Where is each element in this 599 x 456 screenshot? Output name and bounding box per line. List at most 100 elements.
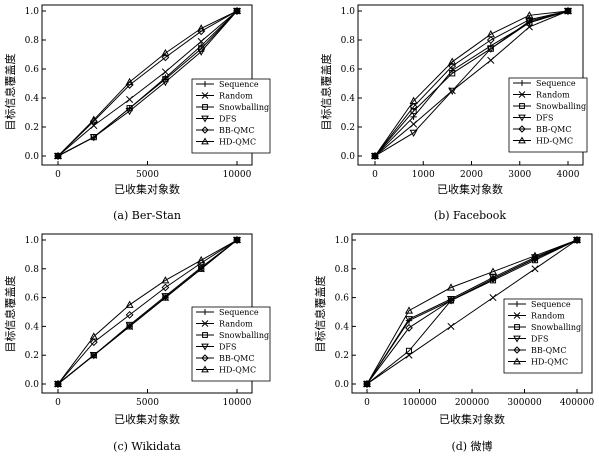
data-point bbox=[531, 265, 539, 273]
series-layer bbox=[53, 235, 242, 389]
y-tick-label: 1.0 bbox=[341, 7, 356, 17]
y-tick-label: 0.0 bbox=[25, 380, 40, 390]
data-point bbox=[448, 57, 457, 65]
y-tick-label: 0.6 bbox=[341, 65, 356, 75]
data-point bbox=[197, 264, 206, 272]
series-line bbox=[374, 10, 569, 157]
y-tick-label: 0.0 bbox=[341, 152, 356, 162]
data-point bbox=[161, 293, 170, 301]
legend-label: Random bbox=[219, 320, 253, 329]
x-tick-label: 0 bbox=[372, 170, 378, 180]
data-point bbox=[54, 152, 62, 160]
y-tick-label: 0.8 bbox=[341, 36, 356, 46]
legend-item: HD-QMC bbox=[196, 365, 256, 375]
legend-marker bbox=[201, 343, 209, 351]
legend-label: DFS bbox=[531, 335, 548, 344]
data-point bbox=[564, 7, 572, 15]
series-line bbox=[374, 10, 569, 157]
legend-label: Random bbox=[531, 312, 565, 321]
data-point bbox=[525, 11, 534, 19]
legend-marker bbox=[201, 137, 209, 145]
series-hd-qmc bbox=[362, 235, 582, 388]
series-line bbox=[374, 10, 569, 157]
data-point bbox=[53, 151, 63, 160]
data-point bbox=[125, 300, 134, 308]
legend-label: HD-QMC bbox=[536, 137, 573, 146]
legend: Sequence Random Snowballing DFS BB-QMC HD-QMC bbox=[191, 78, 271, 154]
data-point bbox=[486, 36, 495, 44]
y-tick-label: 0.2 bbox=[341, 123, 355, 133]
data-point bbox=[362, 379, 372, 388]
legend-marker bbox=[518, 91, 526, 98]
legend-label: BB-QMC bbox=[219, 354, 254, 363]
data-point bbox=[125, 321, 134, 330]
x-axis-label: 已收集对象数 bbox=[439, 412, 505, 426]
legend-marker bbox=[201, 115, 209, 123]
x-tick-label: 10000 bbox=[223, 170, 252, 180]
x-tick-label: 200000 bbox=[455, 398, 490, 408]
legend-marker bbox=[518, 114, 526, 122]
panel-c: 0.0 0.2 0.4 0.6 0.8 1.0 0 5000 10000 Sequence Ran… bbox=[3, 233, 271, 453]
series-line bbox=[57, 239, 238, 385]
series-layer bbox=[53, 6, 242, 161]
legend-item: Random bbox=[513, 91, 570, 100]
y-tick-label: 0.2 bbox=[25, 123, 39, 133]
legend-item: Snowballing bbox=[508, 323, 581, 332]
legend-marker bbox=[513, 357, 521, 365]
data-point bbox=[233, 236, 241, 244]
y-tick-label: 0.4 bbox=[341, 94, 356, 104]
data-point bbox=[197, 48, 206, 56]
x-tick-label: 100000 bbox=[402, 398, 437, 408]
panel-d: 0.0 0.2 0.4 0.6 0.8 1.0 0 100000 200000 300000 400… bbox=[313, 233, 595, 453]
legend-item: DFS bbox=[196, 115, 236, 124]
data-point bbox=[232, 235, 242, 244]
data-point bbox=[487, 56, 495, 64]
data-point bbox=[161, 283, 170, 292]
legend-marker bbox=[202, 81, 208, 87]
x-tick-label: 1000 bbox=[412, 170, 435, 180]
legend-label: Snowballing bbox=[531, 323, 581, 332]
data-point bbox=[197, 24, 206, 32]
x-tick-label: 400000 bbox=[560, 398, 595, 408]
legend: Sequence Random Snowballing DFS BB-QMC HD-QMC bbox=[503, 298, 583, 374]
legend-label: Sequence bbox=[531, 300, 571, 309]
legend-marker bbox=[514, 301, 520, 307]
legend-item: HD-QMC bbox=[513, 136, 573, 146]
series-bb-qmc bbox=[363, 236, 581, 388]
y-tick-label: 1.0 bbox=[25, 7, 40, 17]
legend-marker bbox=[201, 354, 209, 362]
series-line bbox=[366, 239, 578, 385]
data-point bbox=[161, 48, 170, 57]
series-line bbox=[366, 239, 578, 385]
x-tick-label: 300000 bbox=[507, 398, 542, 408]
x-tick-label: 3000 bbox=[508, 170, 531, 180]
series-line bbox=[366, 239, 578, 385]
legend-item: BB-QMC bbox=[513, 125, 571, 134]
legend-label: DFS bbox=[536, 114, 553, 123]
x-tick-label: 0 bbox=[55, 398, 61, 408]
data-point bbox=[89, 352, 98, 360]
legend-item: DFS bbox=[508, 335, 548, 344]
data-point bbox=[572, 235, 582, 244]
data-point bbox=[161, 68, 169, 76]
data-point bbox=[489, 274, 497, 283]
y-axis-label: 目标信息覆盖度 bbox=[313, 276, 327, 353]
tick-layer: 0.0 0.2 0.4 0.6 0.8 1.0 0 5000 10000 bbox=[25, 236, 252, 408]
data-point bbox=[371, 152, 379, 160]
data-point bbox=[54, 380, 62, 388]
data-point bbox=[53, 379, 63, 388]
y-tick-label: 0.6 bbox=[25, 65, 40, 75]
panel-caption: (d) 微博 bbox=[451, 439, 492, 453]
data-point bbox=[488, 267, 498, 275]
legend-label: Random bbox=[219, 92, 253, 101]
series-line bbox=[374, 10, 569, 157]
panel-b: 0.0 0.2 0.4 0.6 0.8 1.0 0 1000 2000 3000 4000 Sequ… bbox=[319, 4, 588, 222]
legend-item: DFS bbox=[196, 343, 236, 352]
legend-label: Sequence bbox=[219, 80, 259, 89]
data-point bbox=[370, 151, 380, 160]
panel-caption: (b) Facebook bbox=[434, 209, 507, 222]
legend-label: HD-QMC bbox=[531, 358, 568, 367]
data-point bbox=[448, 62, 457, 71]
y-tick-label: 0.8 bbox=[335, 265, 350, 275]
legend-marker bbox=[519, 80, 525, 86]
